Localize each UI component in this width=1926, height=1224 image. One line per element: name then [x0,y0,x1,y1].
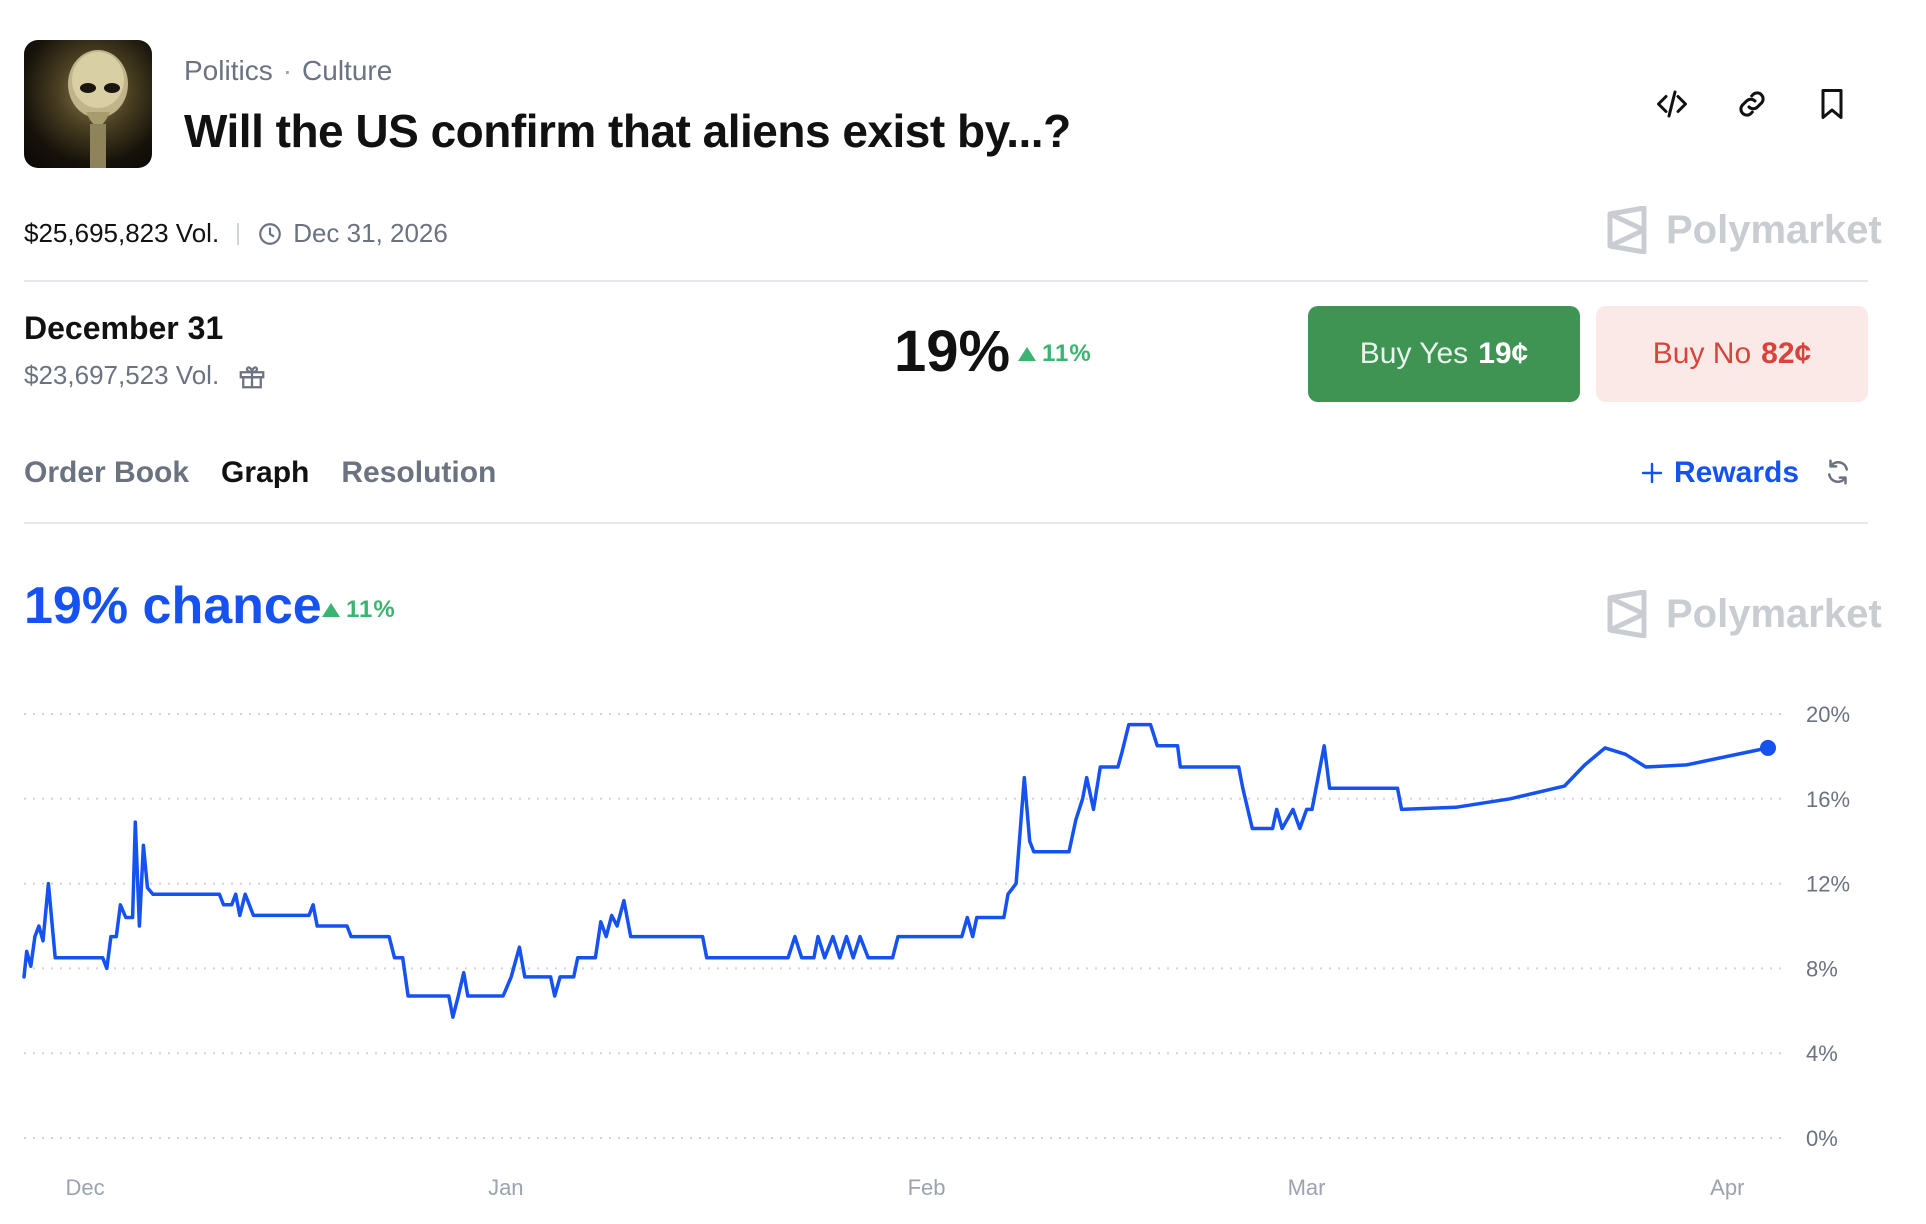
buy-no-button[interactable]: Buy No 82¢ [1596,306,1868,402]
clock-icon [259,222,282,245]
y-tick-label: 0% [1806,1126,1838,1151]
brand-watermark: Polymarket [1606,206,1882,254]
end-date-text: Dec 31, 2026 [293,218,448,248]
chart-gridlines [24,713,1784,1139]
outcome-change-value: 11% [1042,340,1092,367]
y-tick-label: 8% [1806,956,1838,981]
refresh-button[interactable] [1816,450,1860,494]
y-tick-label: 12% [1806,872,1850,897]
gift-icon[interactable] [237,361,267,391]
polymarket-logo-icon [1607,206,1647,254]
chart-brand-watermark: Polymarket [1606,590,1882,638]
tab-resolution[interactable]: Resolution [341,456,497,489]
x-tick-label: Feb [908,1175,946,1200]
up-triangle-icon [1018,347,1036,361]
breadcrumb: Politics · Culture [184,55,392,87]
market-title: Will the US confirm that aliens exist by… [184,105,1071,157]
brand-name: Polymarket [1666,207,1882,252]
chart-y-ticks: 20% 16% 12% 8% 4% 0% [1806,702,1850,1151]
buy-yes-button[interactable]: Buy Yes 19¢ [1308,306,1580,402]
up-triangle-icon [322,603,340,617]
total-volume: $25,695,823 Vol. [24,218,220,248]
category-politics[interactable]: Politics [184,55,273,86]
y-tick-label: 20% [1806,702,1850,727]
series-line [22,722,1770,1019]
category-culture[interactable]: Culture [302,55,393,86]
meta-divider [237,222,240,245]
y-tick-label: 4% [1806,1041,1838,1066]
end-date: Dec 31, 2026 [257,218,448,249]
alien-image-icon [68,50,128,168]
embed-button[interactable] [1648,80,1696,128]
divider [24,280,1868,282]
plus-icon [1641,462,1663,484]
tab-graph[interactable]: Graph [221,456,310,489]
outcome-title: December 31 [24,310,224,346]
chart-brand-name: Polymarket [1666,591,1882,636]
divider [24,522,1868,524]
outcome-percent: 19% [894,319,1011,384]
buy-no-label: Buy No [1652,337,1752,370]
buy-yes-label: Buy Yes [1359,337,1469,370]
tab-order-book[interactable]: Order Book [24,456,190,489]
market-meta: $25,695,823 Vol. Dec 31, 2026 [24,218,448,249]
chance-headline: 19% chance [24,577,322,635]
refresh-icon [1828,459,1848,485]
rewards-button[interactable]: Rewards [1640,456,1799,490]
outcome-volume: $23,697,523 Vol. [24,360,220,390]
tab-bar: Order Book Graph Resolution [24,456,496,490]
price-history-chart[interactable]: 20% 16% 12% 8% 4% 0% Dec Jan Feb Mar Apr [0,690,1926,1224]
bookmark-button[interactable] [1808,80,1856,128]
x-tick-label: Apr [1710,1175,1744,1200]
embed-icon [1657,90,1687,118]
bookmark-icon [1821,89,1843,119]
chance-change: 11% [322,596,396,624]
x-tick-label: Dec [66,1175,105,1200]
rewards-label: Rewards [1674,456,1800,489]
buy-no-price: 82¢ [1761,337,1812,370]
current-value-dot [1760,739,1776,756]
y-tick-label: 16% [1806,787,1850,812]
x-tick-label: Jan [488,1175,523,1200]
outcome-change: 11% [1018,340,1092,368]
outcome-volume-row: $23,697,523 Vol. [24,360,267,391]
breadcrumb-separator: · [282,55,293,86]
chart-x-ticks: Dec Jan Feb Mar Apr [66,1175,1745,1200]
chance-change-value: 11% [346,596,396,623]
copy-link-button[interactable] [1728,80,1776,128]
market-thumbnail [24,40,152,168]
link-icon [1739,91,1765,117]
x-tick-label: Mar [1288,1175,1326,1200]
buy-yes-price: 19¢ [1478,337,1529,370]
polymarket-logo-icon [1607,590,1647,638]
